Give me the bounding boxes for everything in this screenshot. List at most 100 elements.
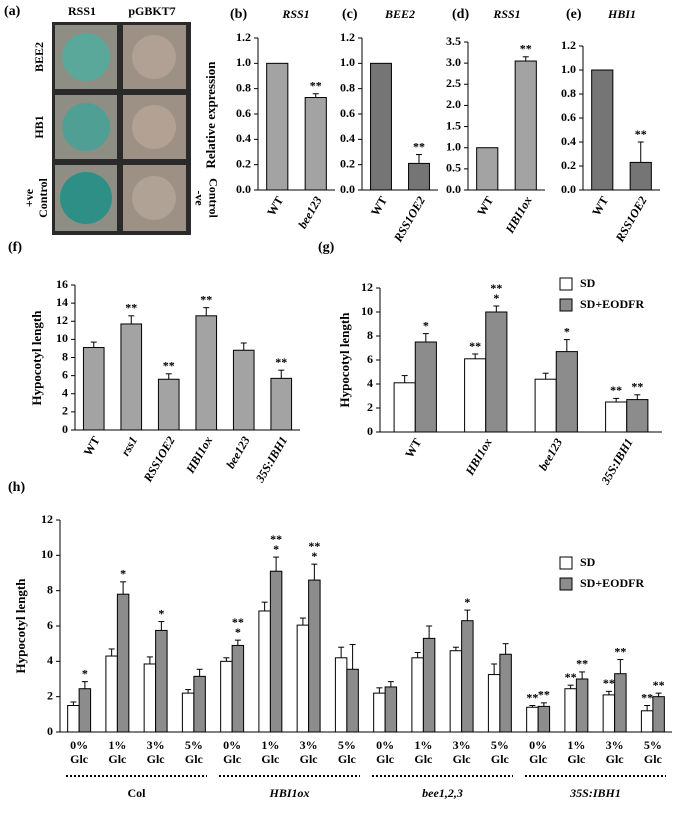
y-tick-label: 0.0 [340,182,355,196]
y-tick-label: 1.2 [236,30,251,44]
chart-title: RSS1 [281,7,309,21]
y-tick-label: 1.0 [561,62,576,76]
significance: ** [275,355,287,369]
bar [346,668,359,733]
y-tick-label: 0.6 [561,110,576,124]
x-tick-label: WT [81,434,103,458]
significance: * [120,567,126,581]
legend-swatch [559,577,573,591]
y-tick-label: 1.2 [340,30,355,44]
chart-title: HBI1 [607,7,636,21]
y-tick-label: 10 [361,304,373,318]
chart-title: BEE2 [384,7,415,21]
y-tick-label: 4 [367,376,373,390]
x-tick-label: HBI1ox [462,436,495,479]
x-tick-label: Glc [414,752,433,766]
legend-swatch [559,556,573,570]
x-tick-label: Glc [453,752,472,766]
chart: (c) BEE2 0.0 0.2 0.4 0.6 0.8 1.0 1.2 WT RSS1OE2 ** [340,7,438,245]
y-tick-label: 16 [56,277,68,291]
x-tick-label: WT [402,436,424,460]
legend-label: SD+EODFR [580,297,645,311]
legend-swatch [559,277,573,291]
x-tick-label: 3% [147,738,165,752]
y-tick-label: 3.5 [446,34,461,48]
y-axis-label: Hypocotyl length [337,312,352,408]
x-tick-label: WT [264,194,286,218]
y-tick-label: 6 [47,618,53,632]
chart: (f) Hypocotyl length 0 2 4 6 8 10 12 14 16 WT rss1 **… [8,240,300,486]
y-tick-label: 2 [62,404,68,418]
y-tick-label: 0.5 [446,161,461,175]
significance: ** [125,301,137,315]
x-tick-label: 5% [338,738,356,752]
chart-title: RSS1 [492,7,520,21]
y-tick-label: 0.8 [236,80,251,94]
x-tick-label: Glc [300,752,319,766]
y-axis-label: Hypocotyl length [13,578,28,674]
bar [116,593,130,733]
bar [487,674,501,733]
colony [60,172,112,224]
bar [195,315,218,431]
significance: * [273,542,279,556]
y-tick-label: 12 [41,512,53,526]
significance: ** [576,657,588,671]
bar [296,624,310,733]
y-tick-label: 4 [62,386,68,400]
x-tick-label: 1% [567,738,585,752]
bar [605,401,628,433]
x-tick-label: 3% [300,738,318,752]
y-tick-label: 0.2 [340,156,355,170]
legend-label: SD [580,555,596,569]
chart: (e) HBI1 0.0 0.2 0.4 0.6 0.8 1.0 1.2 WT RSS1OE2 ** [561,7,660,245]
significance: ** [653,678,665,692]
bar [422,637,436,733]
panel-label: (g) [318,240,335,255]
y-tick-label: 0.4 [236,131,251,145]
x-tick-label: WT [474,194,496,218]
x-tick-label: Glc [338,752,357,766]
significance: ** [413,139,425,153]
bar [370,62,392,191]
x-tick-label: WT [368,194,390,218]
bar [120,323,143,431]
bar [652,696,665,733]
y-tick-label: 0 [47,724,53,738]
bar [614,673,627,733]
y-tick-label: 0.0 [446,182,461,196]
y-tick-label: 0.0 [561,182,576,196]
significance: ** [565,670,577,684]
group-label: bee1,2,3 [422,786,463,800]
panel-label: (a) [4,4,21,19]
bar [258,610,271,733]
significance: * [158,606,164,620]
significance: * [464,595,470,609]
y-tick-label: 8 [62,349,68,363]
bar [449,650,463,733]
y-tick-label: 10 [41,547,53,561]
bar [308,579,321,733]
bar [476,147,499,191]
x-tick-label: Glc [108,752,127,766]
bar [155,629,168,733]
significance: ** [308,539,320,553]
bar [564,688,577,733]
significance: ** [232,615,244,629]
y-tick-label: 1.5 [446,118,461,132]
y-tick-label: 2.0 [446,97,461,111]
y-tick-label: 0.6 [340,106,355,120]
bar [82,347,105,431]
group-label: 35S:IBH1 [569,786,621,800]
significance: ** [310,78,322,92]
bar [499,653,512,733]
y-tick-label: 0 [62,422,68,436]
y-tick-label: 10 [56,331,68,345]
y-tick-label: 6 [367,352,373,366]
x-tick-label: 1% [414,738,432,752]
bar [414,341,437,433]
colony [62,103,110,151]
group-label: HBI1ox [268,786,309,800]
y-tick-label: 2 [47,688,53,702]
